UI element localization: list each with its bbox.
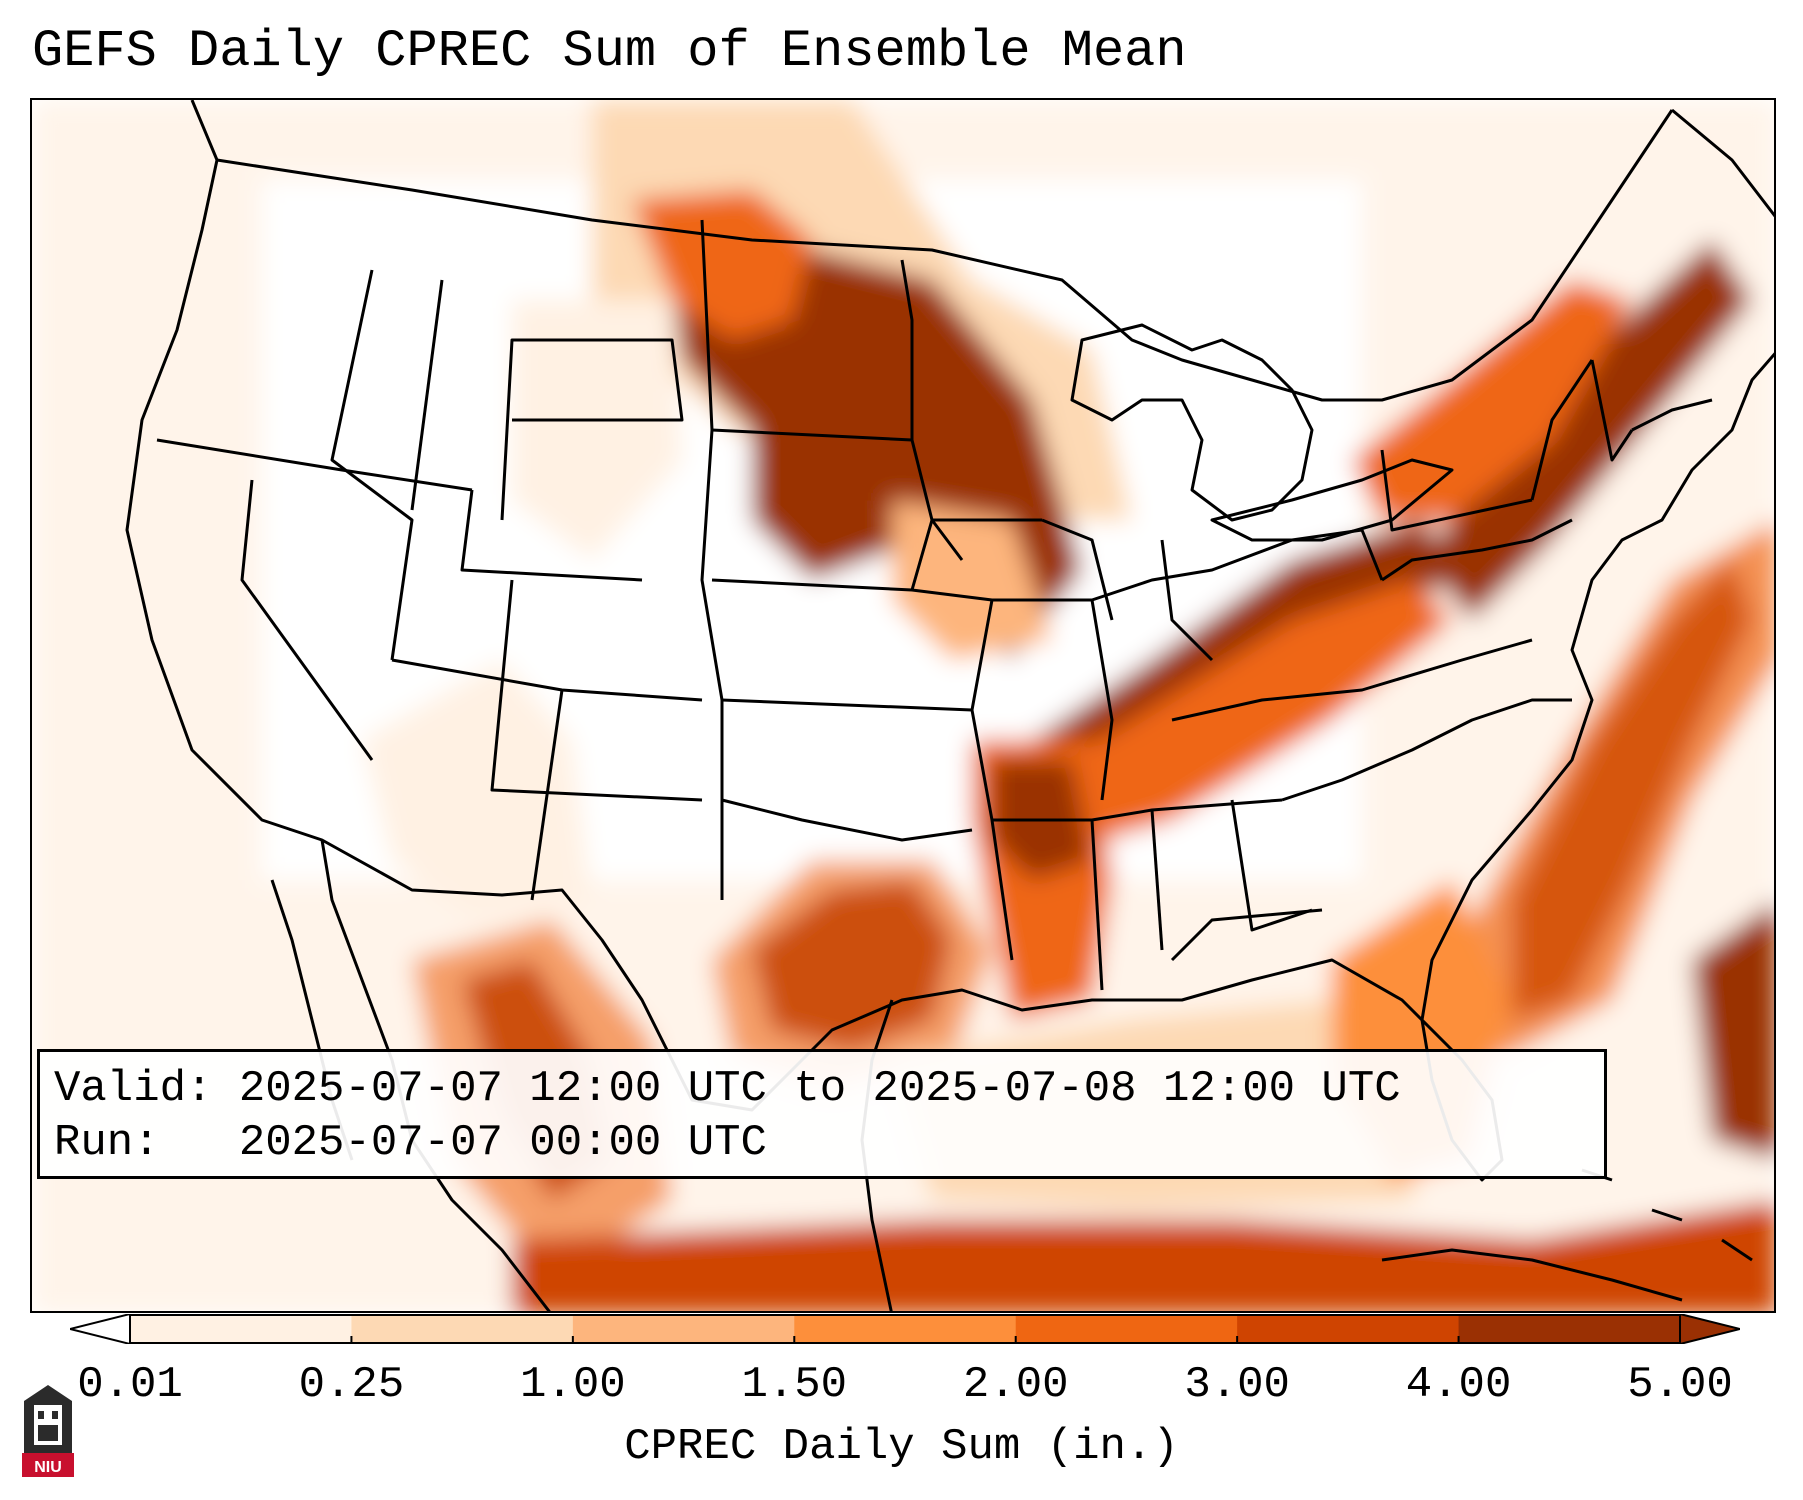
colorbar-segment [572,1314,795,1344]
colorbar-tick-label: 5.00 [1627,1360,1733,1410]
run-value: 2025-07-07 00:00 UTC [238,1118,767,1168]
colorbar-extend-low [69,1312,131,1346]
run-label: Run: [54,1118,160,1168]
colorbar-tick-label: 4.00 [1405,1360,1512,1410]
valid-row: Valid: 2025-07-07 12:00 UTC to 2025-07-0… [54,1062,1590,1116]
colorbar-ticks: 0.01 0.25 1.00 1.50 2.00 3.00 4.00 5.00 [0,1360,1803,1420]
colorbar-extend-high [1679,1312,1741,1346]
colorbar-label: CPREC Daily Sum (in.) [624,1422,1179,1472]
colorbar-segment [1237,1314,1460,1344]
cuba [1381,1248,1683,1302]
colorbar-tick-label: 1.50 [741,1360,848,1410]
colorbar-outline [129,1314,1681,1344]
valid-run-info-box: Valid: 2025-07-07 12:00 UTC to 2025-07-0… [37,1049,1607,1179]
us-outline [125,100,1774,1182]
colorbar-segment [351,1314,574,1344]
colorbar-segment [1015,1314,1238,1344]
canada-border [216,109,1674,402]
colorbar-tick-label: 3.00 [1184,1360,1290,1410]
colorbar-tick-label: 2.00 [962,1360,1069,1410]
colorbar-segment [794,1314,1017,1344]
political-boundaries [125,100,1774,1311]
colorbar-tick-label: 0.01 [77,1360,183,1410]
great-lakes [1070,323,1314,522]
colorbar-segment [130,1314,352,1344]
run-row: Run: 2025-07-07 00:00 UTC [54,1116,1590,1170]
colorbar-segment [1458,1314,1681,1344]
valid-value: 2025-07-07 12:00 UTC to 2025-07-08 12:00… [238,1064,1401,1114]
colorbar-tick-label: 0.25 [298,1360,405,1410]
niu-logo: NIU [20,1383,76,1481]
precip-heavy-northeast [1422,240,1752,620]
chart-title: GEFS Daily CPREC Sum of Ensemble Mean [32,22,1187,81]
colorbar [69,1312,1741,1346]
valid-label: Valid: [54,1064,213,1114]
colorbar-tick-label: 1.00 [520,1360,626,1410]
logo-text: NIU [34,1459,62,1476]
